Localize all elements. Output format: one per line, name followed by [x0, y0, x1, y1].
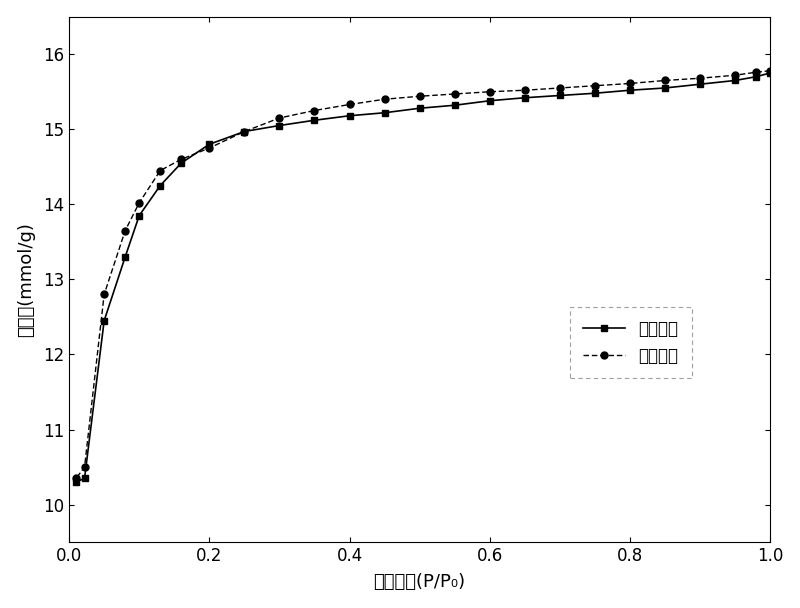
吸附曲线: [695, 81, 705, 88]
脱附曲线: [71, 475, 81, 482]
脱附曲线: [450, 91, 459, 98]
Legend: 吸附曲线, 脱附曲线: 吸附曲线, 脱附曲线: [570, 307, 692, 378]
脱附曲线: [415, 92, 425, 100]
吸附曲线: [134, 212, 144, 219]
脱附曲线: [155, 167, 165, 174]
脱附曲线: [660, 77, 670, 84]
吸附曲线: [274, 122, 284, 129]
吸附曲线: [450, 102, 459, 109]
吸附曲线: [239, 128, 249, 135]
吸附曲线: [120, 254, 130, 261]
吸附曲线: [380, 109, 390, 116]
脱附曲线: [120, 227, 130, 234]
吸附曲线: [80, 475, 90, 482]
脱附曲线: [555, 85, 565, 92]
吸附曲线: [751, 73, 761, 80]
吸附曲线: [590, 89, 600, 97]
吸附曲线: [766, 69, 775, 77]
Line: 吸附曲线: 吸附曲线: [73, 69, 774, 486]
脱附曲线: [80, 463, 90, 471]
吸附曲线: [345, 112, 354, 119]
X-axis label: 相对压力(P/P₀): 相对压力(P/P₀): [374, 573, 466, 592]
吸附曲线: [730, 77, 740, 84]
吸附曲线: [555, 92, 565, 99]
脱附曲线: [239, 128, 249, 135]
脱附曲线: [177, 156, 186, 163]
脱附曲线: [520, 86, 530, 94]
吸附曲线: [99, 317, 109, 324]
脱附曲线: [485, 88, 494, 95]
脱附曲线: [205, 144, 214, 151]
吸附曲线: [155, 182, 165, 189]
脱附曲线: [625, 80, 634, 87]
吸附曲线: [205, 140, 214, 148]
吸附曲线: [660, 85, 670, 92]
脱附曲线: [274, 114, 284, 122]
脱附曲线: [310, 107, 319, 114]
Line: 脱附曲线: 脱附曲线: [73, 67, 774, 482]
脱附曲线: [766, 67, 775, 74]
吸附曲线: [71, 478, 81, 486]
吸附曲线: [485, 97, 494, 105]
脱附曲线: [99, 291, 109, 298]
吸附曲线: [520, 94, 530, 102]
脱附曲线: [134, 199, 144, 207]
脱附曲线: [380, 95, 390, 103]
脱附曲线: [590, 82, 600, 89]
吸附曲线: [625, 86, 634, 94]
吸附曲线: [415, 105, 425, 112]
脱附曲线: [695, 75, 705, 82]
脱附曲线: [345, 101, 354, 108]
吸附曲线: [177, 159, 186, 167]
Y-axis label: 吸附量(mmol/g): 吸附量(mmol/g): [17, 222, 34, 337]
脱附曲线: [730, 72, 740, 79]
吸附曲线: [310, 117, 319, 124]
脱附曲线: [751, 69, 761, 76]
